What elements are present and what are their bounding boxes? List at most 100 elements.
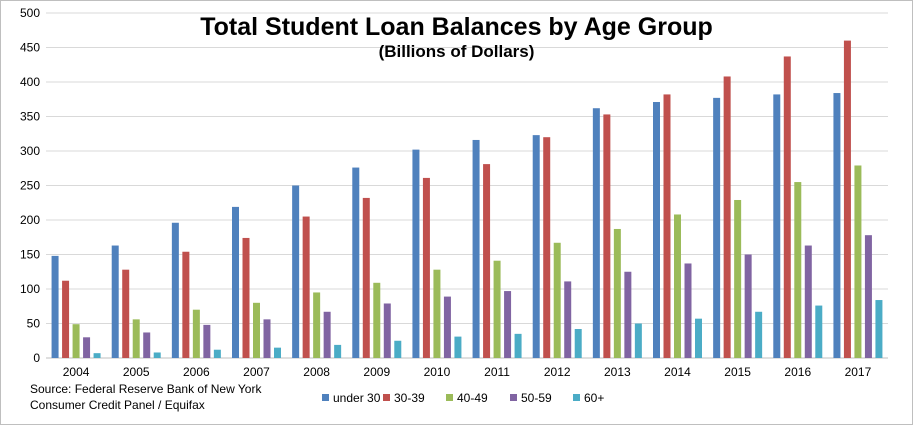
bar — [171, 222, 179, 358]
bar — [713, 97, 721, 359]
bar — [684, 263, 692, 358]
y-tick-label: 250 — [20, 179, 40, 193]
legend-swatch — [573, 394, 580, 401]
y-tick-label: 300 — [20, 144, 40, 158]
x-axis-ticks: 2004 2005 2006 2007 2008 2009 2010 2011 2012 2013… — [63, 365, 872, 379]
bar — [755, 311, 763, 358]
x-tick-label: 2005 — [123, 365, 150, 379]
legend-swatch — [322, 394, 329, 401]
y-tick-label: 400 — [20, 75, 40, 89]
bar — [723, 76, 731, 358]
bar — [493, 260, 501, 358]
bar — [514, 333, 522, 358]
bar — [804, 245, 812, 358]
bar — [373, 282, 381, 358]
x-tick-label: 2014 — [664, 365, 691, 379]
legend-swatch — [383, 394, 390, 401]
bar — [143, 332, 151, 358]
bar — [553, 242, 561, 358]
bar — [854, 165, 862, 358]
legend-swatch — [510, 394, 517, 401]
bar — [93, 353, 101, 358]
bar — [843, 40, 851, 358]
y-axis-ticks: 0 50 100 150 200 250 300 350 400 450 500 — [20, 6, 40, 365]
bar — [603, 114, 611, 359]
bar — [334, 344, 342, 358]
bar — [504, 291, 512, 358]
bar — [543, 137, 551, 358]
bar — [51, 255, 59, 358]
bar — [383, 303, 391, 358]
bar — [313, 292, 321, 358]
legend-label: 30-39 — [394, 391, 425, 405]
bar — [153, 352, 161, 358]
legend-label: 50-59 — [521, 391, 552, 405]
y-tick-label: 150 — [20, 248, 40, 262]
bar — [62, 280, 70, 358]
bar — [574, 329, 582, 358]
bar — [833, 93, 841, 358]
x-tick-label: 2004 — [63, 365, 90, 379]
bar — [323, 311, 331, 358]
bar — [592, 108, 600, 358]
y-tick-label: 50 — [27, 317, 41, 331]
source-note-line-2: Consumer Credit Panel / Equifax — [30, 398, 205, 412]
x-tick-label: 2006 — [183, 365, 210, 379]
bar — [232, 206, 239, 358]
bar — [111, 245, 119, 358]
bar — [203, 324, 211, 358]
y-tick-label: 450 — [20, 41, 40, 55]
bar — [213, 349, 221, 358]
bar — [394, 340, 402, 358]
bar — [773, 94, 781, 359]
legend-swatch — [446, 394, 453, 401]
bar — [362, 197, 370, 358]
bar — [412, 149, 420, 358]
bar — [302, 216, 310, 358]
bar — [663, 94, 671, 359]
bar — [815, 305, 823, 358]
bar — [443, 296, 451, 358]
bar — [433, 269, 441, 358]
bar — [292, 185, 300, 358]
chart-subtitle: (Billions of Dollars) — [378, 42, 535, 61]
x-tick-label: 2007 — [243, 365, 270, 379]
bar — [132, 319, 140, 358]
bar — [182, 251, 190, 358]
bar — [634, 323, 642, 358]
bar — [352, 167, 360, 358]
legend-label: under 30 — [333, 391, 381, 405]
source-note-line-1: Source: Federal Reserve Bank of New York — [30, 382, 262, 396]
bar — [253, 302, 260, 358]
bar — [72, 324, 80, 358]
x-tick-label: 2010 — [424, 365, 451, 379]
x-tick-label: 2017 — [845, 365, 872, 379]
y-tick-label: 100 — [20, 282, 40, 296]
bar — [122, 269, 130, 358]
x-tick-label: 2016 — [784, 365, 811, 379]
bar — [242, 237, 250, 358]
bar — [263, 319, 271, 358]
bar — [695, 318, 702, 358]
y-tick-label: 0 — [33, 351, 40, 365]
chart-title: Total Student Loan Balances by Age Group — [200, 13, 713, 41]
bar — [192, 309, 200, 358]
bar — [674, 214, 681, 358]
bar — [454, 336, 462, 358]
bar — [744, 254, 752, 358]
x-tick-label: 2011 — [484, 365, 510, 379]
x-tick-label: 2012 — [544, 365, 571, 379]
bar — [483, 164, 491, 358]
bar — [564, 281, 572, 358]
bar — [864, 235, 872, 358]
bar — [422, 177, 430, 358]
bar — [274, 347, 281, 358]
x-tick-label: 2013 — [604, 365, 631, 379]
bar — [472, 139, 480, 358]
y-tick-label: 500 — [20, 6, 40, 20]
legend-label: 60+ — [584, 391, 604, 405]
x-tick-label: 2015 — [724, 365, 751, 379]
y-tick-label: 200 — [20, 213, 40, 227]
bar — [653, 102, 660, 358]
